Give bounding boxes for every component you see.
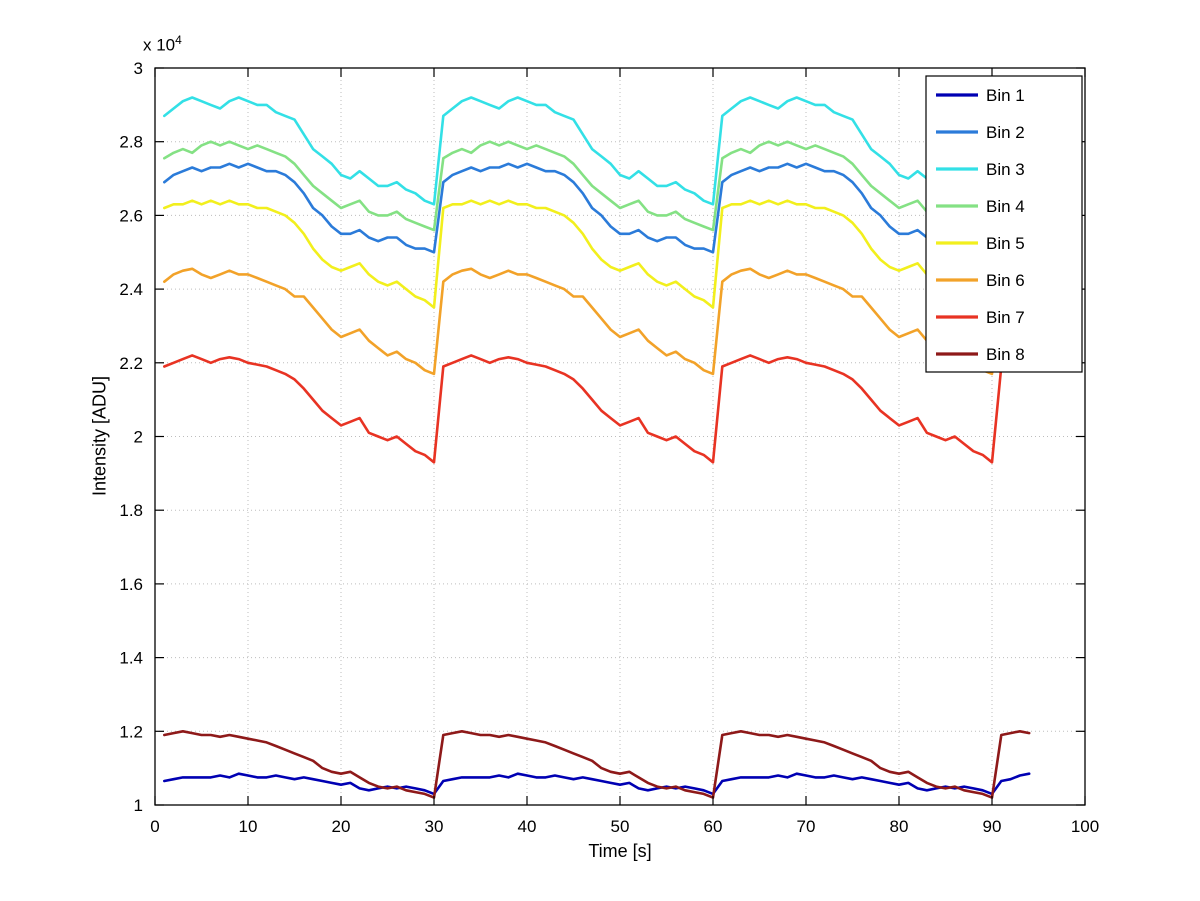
- y-tick-label: 2.6: [119, 206, 143, 225]
- y-tick-label: 2.2: [119, 354, 143, 373]
- series-line-bin-1: [163, 772, 1031, 796]
- y-tick-label: 1.8: [119, 501, 143, 520]
- x-tick-label: 10: [239, 817, 258, 836]
- x-tick-label: 90: [983, 817, 1002, 836]
- series-line-bin-7: [163, 354, 1031, 464]
- exponent-base: x 10: [143, 35, 176, 55]
- y-tick-label: 1.6: [119, 575, 143, 594]
- y-tick-label: 2.4: [119, 280, 143, 299]
- x-tick-label: 60: [704, 817, 723, 836]
- x-tick-label: 0: [150, 817, 159, 836]
- x-tick-label: 80: [890, 817, 909, 836]
- legend-item-label: Bin 8: [986, 345, 1025, 364]
- legend-item-label: Bin 7: [986, 308, 1025, 327]
- y-tick-label: 1.4: [119, 649, 143, 668]
- series-line-bin-6: [163, 267, 1031, 376]
- legend-item-label: Bin 5: [986, 234, 1025, 253]
- y-tick-label: 1: [134, 796, 143, 815]
- exponent-power: 4: [175, 33, 182, 47]
- series-line-bin-8: [163, 729, 1031, 799]
- legend-box: [925, 75, 1083, 373]
- series-line-bin-2: [163, 162, 1031, 254]
- y-tick-label: 2: [134, 428, 143, 447]
- series-line-bin-4: [163, 140, 1031, 232]
- legend-item-label: Bin 4: [986, 197, 1025, 216]
- legend-item-label: Bin 6: [986, 271, 1025, 290]
- x-tick-label: 70: [797, 817, 816, 836]
- y-tick-label: 2.8: [119, 133, 143, 152]
- legend-item-label: Bin 3: [986, 160, 1025, 179]
- series-line-bin-3: [163, 96, 1031, 206]
- x-tick-label: 40: [518, 817, 537, 836]
- series-line-bin-5: [163, 199, 1031, 309]
- y-tick-label: 3: [134, 59, 143, 78]
- y-axis-label: Intensity [ADU]: [89, 375, 110, 497]
- legend-item-label: Bin 2: [986, 123, 1025, 142]
- x-tick-label: 50: [611, 817, 630, 836]
- y-axis-exponent-label: x 104: [143, 33, 182, 56]
- x-axis-label: Time [s]: [588, 841, 652, 861]
- x-tick-label: 20: [332, 817, 351, 836]
- x-tick-label: 30: [425, 817, 444, 836]
- x-tick-label: 100: [1071, 817, 1099, 836]
- legend-item-label: Bin 1: [986, 86, 1025, 105]
- y-tick-label: 1.2: [119, 722, 143, 741]
